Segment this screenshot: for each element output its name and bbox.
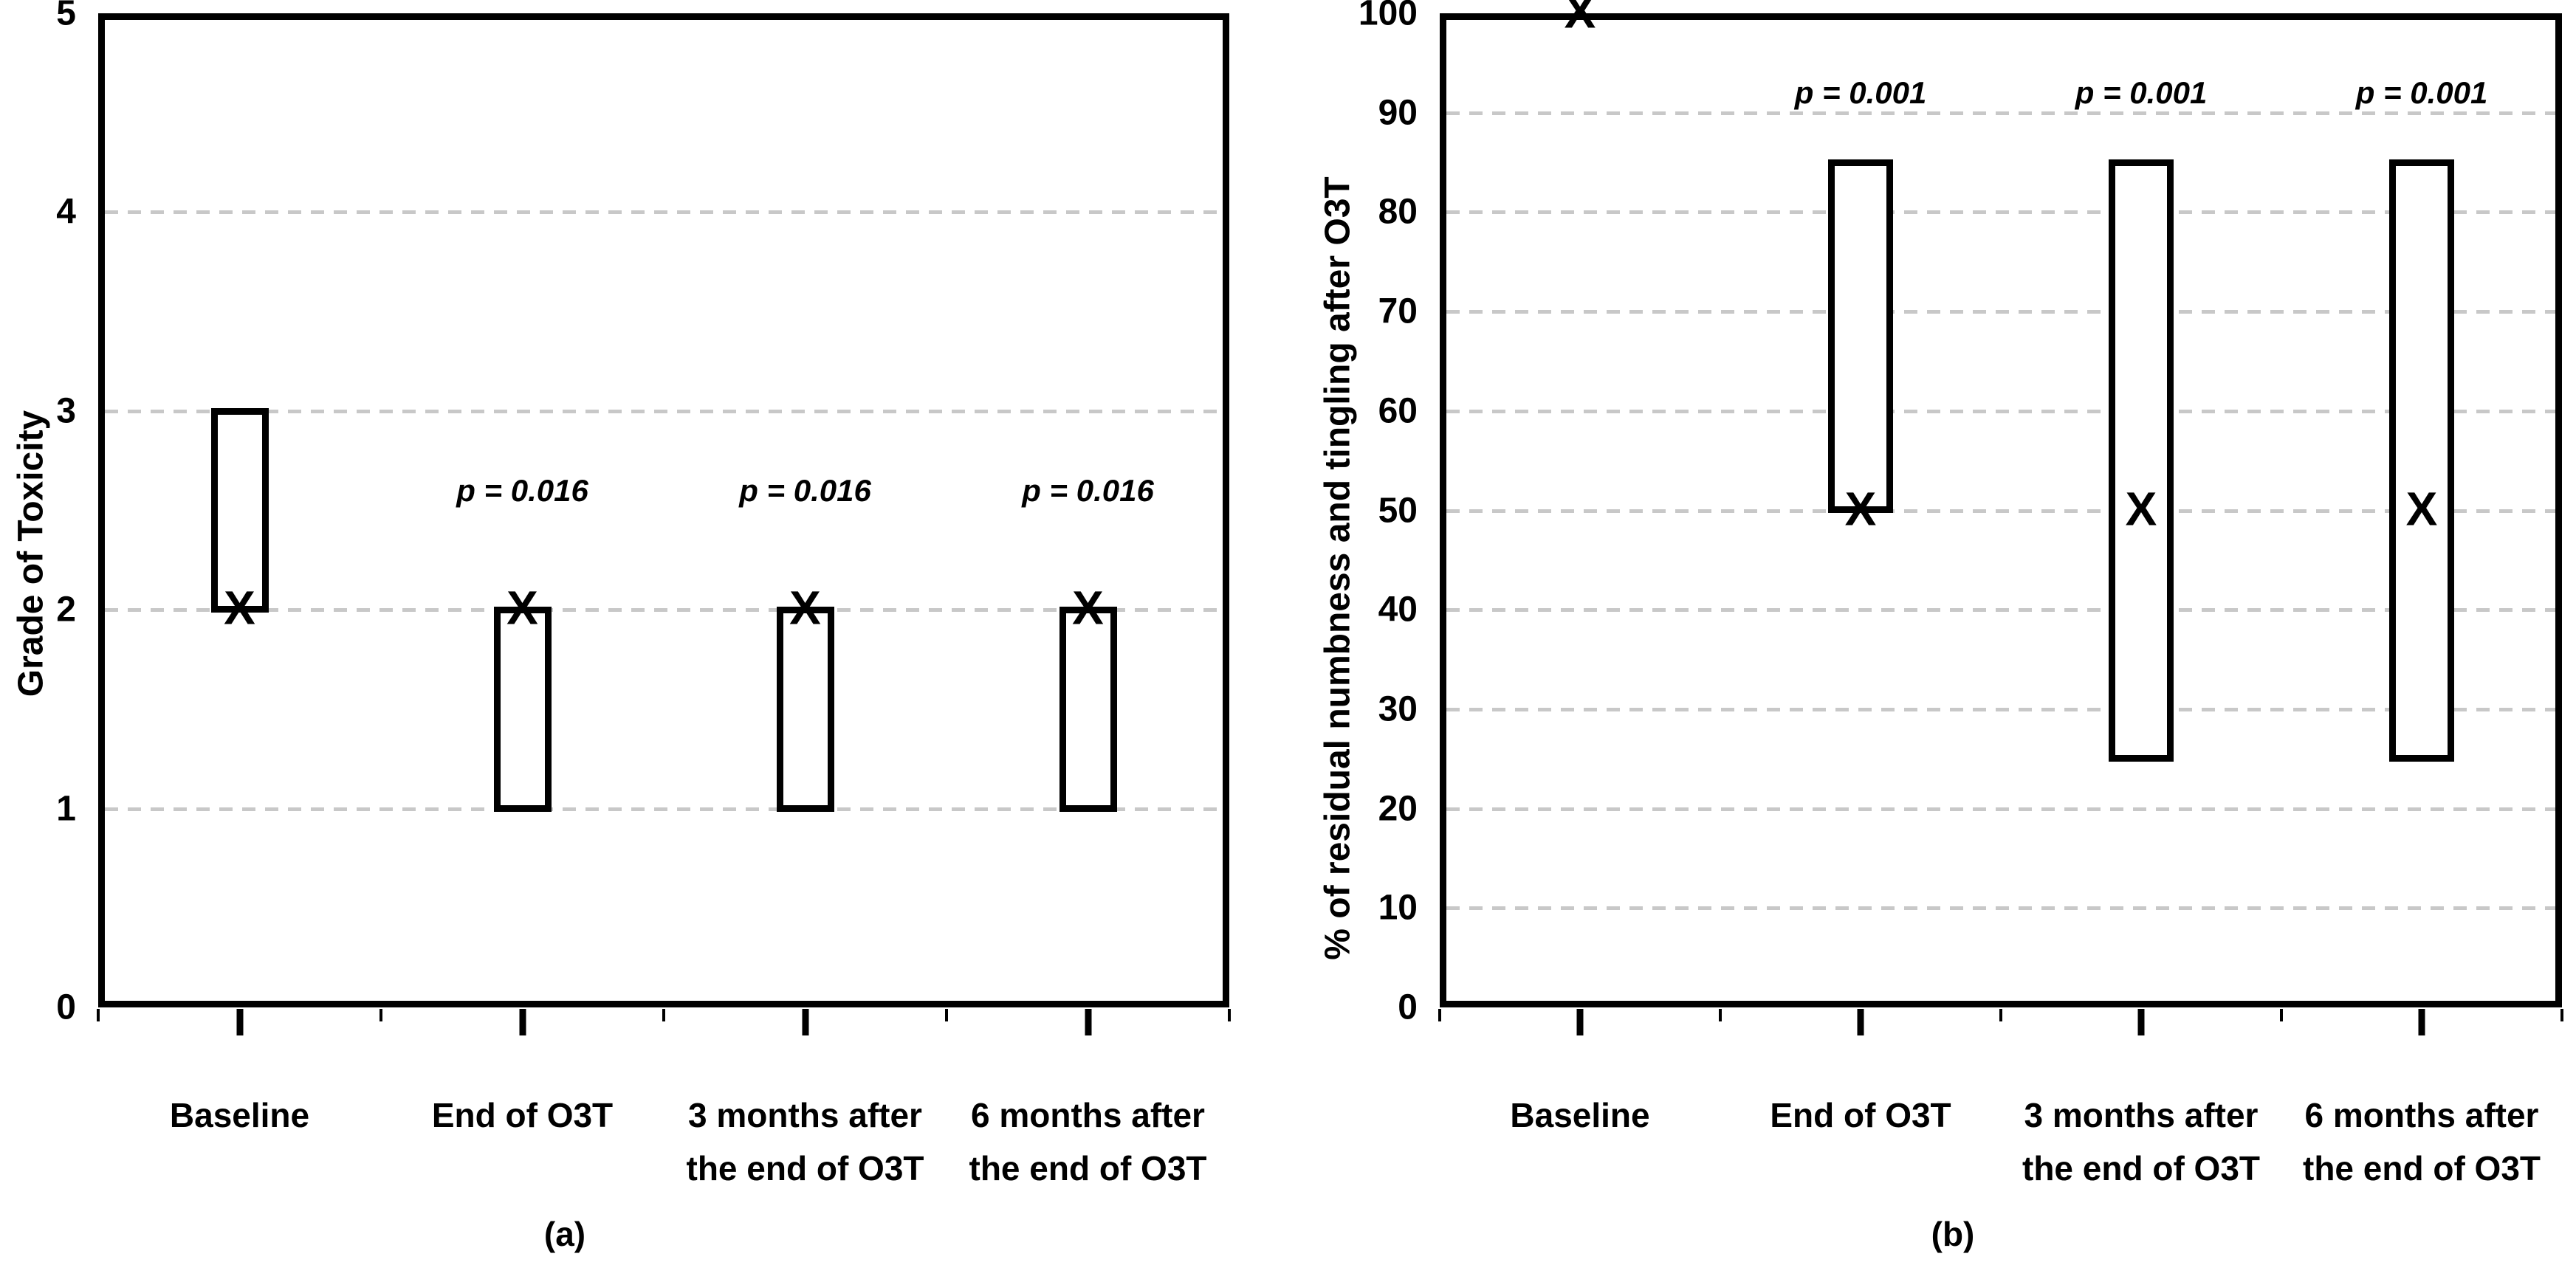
x-axis-major-tick [2137, 1009, 2145, 1035]
mean-marker-x: X [789, 581, 821, 635]
x-axis-major-tick [802, 1009, 808, 1035]
x-axis-minor-tick [1228, 1009, 1231, 1021]
gridline [105, 409, 1223, 413]
box-plot-box [1059, 607, 1117, 812]
x-axis-minor-tick [1438, 1009, 1441, 1021]
y-tick-label: 30 [1378, 689, 1418, 729]
gridline [1446, 807, 2555, 811]
x-axis-major-tick [1576, 1009, 1584, 1035]
y-tick-label: 90 [1378, 93, 1418, 133]
x-category-label-line: 3 months after [688, 1096, 922, 1134]
panel-caption-b: (b) [1931, 1215, 1975, 1253]
x-axis-major-tick [519, 1009, 526, 1035]
y-tick-label: 2 [56, 590, 76, 630]
p-value-label: p = 0.001 [1794, 75, 1927, 110]
x-axis-minor-tick [662, 1009, 665, 1021]
x-category-label-line: 6 months after [2304, 1096, 2539, 1134]
x-category-label: 3 months after the end of O3T [687, 1089, 924, 1195]
y-tick-label: 60 [1378, 391, 1418, 431]
y-axis-title-b: % of residual numbness and tingling afte… [1318, 176, 1358, 960]
x-axis-minor-tick [1719, 1009, 1722, 1021]
x-axis-major-tick [1085, 1009, 1091, 1035]
y-tick-label: 1 [56, 789, 76, 829]
box-plot-box [776, 607, 834, 812]
box-plot-box [2109, 159, 2174, 762]
gridline [105, 210, 1223, 215]
x-category-label-line: Baseline [169, 1096, 310, 1134]
mean-marker-x: X [2405, 481, 2438, 535]
gridline [1446, 608, 2555, 613]
gridline [1446, 409, 2555, 413]
gridline [1446, 509, 2555, 513]
y-tick-label: 3 [56, 391, 76, 431]
plot-frame [1440, 13, 2562, 1007]
x-axis-minor-tick [1999, 1009, 2002, 1021]
x-axis-minor-tick [379, 1009, 382, 1021]
x-axis-minor-tick [97, 1009, 100, 1021]
x-category-label: 6 months after the end of O3T [2303, 1089, 2541, 1195]
x-axis-minor-tick [945, 1009, 948, 1021]
x-axis-major-tick [236, 1009, 243, 1035]
y-tick-label: 100 [1358, 0, 1418, 33]
x-category-label-line: the end of O3T [2303, 1149, 2541, 1188]
x-axis-major-tick [2418, 1009, 2425, 1035]
gridline [1446, 210, 2555, 215]
p-value-label: p = 0.001 [2075, 75, 2208, 110]
mean-marker-x: X [2125, 481, 2157, 535]
box-plot-box [2389, 159, 2454, 762]
p-value-label: p = 0.016 [739, 472, 871, 508]
x-category-label-line: End of O3T [431, 1096, 614, 1134]
x-category-label-line: 3 months after [2024, 1096, 2259, 1134]
mean-marker-x: X [1844, 481, 1877, 535]
y-tick-label: 10 [1378, 888, 1418, 928]
y-tick-label: 80 [1378, 192, 1418, 232]
mean-marker-x: X [224, 581, 255, 635]
x-category-label-line: 6 months after [971, 1096, 1205, 1134]
x-category-label-line: Baseline [1510, 1096, 1650, 1134]
y-tick-label: 5 [56, 0, 76, 33]
x-category-label: Baseline [1510, 1089, 1649, 1142]
x-category-label: 3 months after the end of O3T [2022, 1089, 2260, 1195]
plot-frame [98, 13, 1229, 1007]
gridline [105, 807, 1223, 811]
gridline [1446, 906, 2555, 911]
gridline [105, 608, 1223, 613]
y-axis-title-a: Grade of Toxicity [11, 410, 51, 697]
box-plot-box [210, 407, 269, 613]
gridline [1446, 310, 2555, 314]
panel-caption-a: (a) [543, 1215, 586, 1253]
p-value-label: p = 0.016 [1022, 472, 1154, 508]
p-value-label: p = 0.016 [456, 472, 588, 508]
x-category-label: Baseline [170, 1089, 309, 1142]
y-tick-label: 20 [1378, 789, 1418, 829]
gridline [1446, 111, 2555, 115]
x-category-label-line: the end of O3T [969, 1149, 1207, 1188]
x-category-label: End of O3T [1770, 1089, 1951, 1142]
x-axis-minor-tick [2560, 1009, 2563, 1021]
x-axis-major-tick [1857, 1009, 1864, 1035]
box-plot-box [1828, 159, 1893, 514]
box-plot-box [493, 607, 552, 812]
x-category-label: End of O3T [432, 1089, 613, 1142]
y-tick-label: 0 [56, 987, 76, 1027]
y-tick-label: 4 [56, 192, 76, 232]
mean-marker-x: X [1564, 0, 1596, 38]
y-tick-label: 70 [1378, 292, 1418, 331]
gridline [1446, 707, 2555, 711]
x-category-label: 6 months after the end of O3T [969, 1089, 1207, 1195]
p-value-label: p = 0.001 [2355, 75, 2488, 110]
y-tick-label: 50 [1378, 491, 1418, 530]
x-category-label-line: the end of O3T [2022, 1149, 2260, 1188]
y-tick-label: 0 [1398, 987, 1418, 1027]
mean-marker-x: X [506, 581, 538, 635]
x-category-label-line: the end of O3T [686, 1149, 924, 1188]
y-tick-label: 40 [1378, 590, 1418, 630]
mean-marker-x: X [1072, 581, 1104, 635]
x-axis-minor-tick [2280, 1009, 2283, 1021]
x-category-label-line: End of O3T [1770, 1096, 1951, 1134]
